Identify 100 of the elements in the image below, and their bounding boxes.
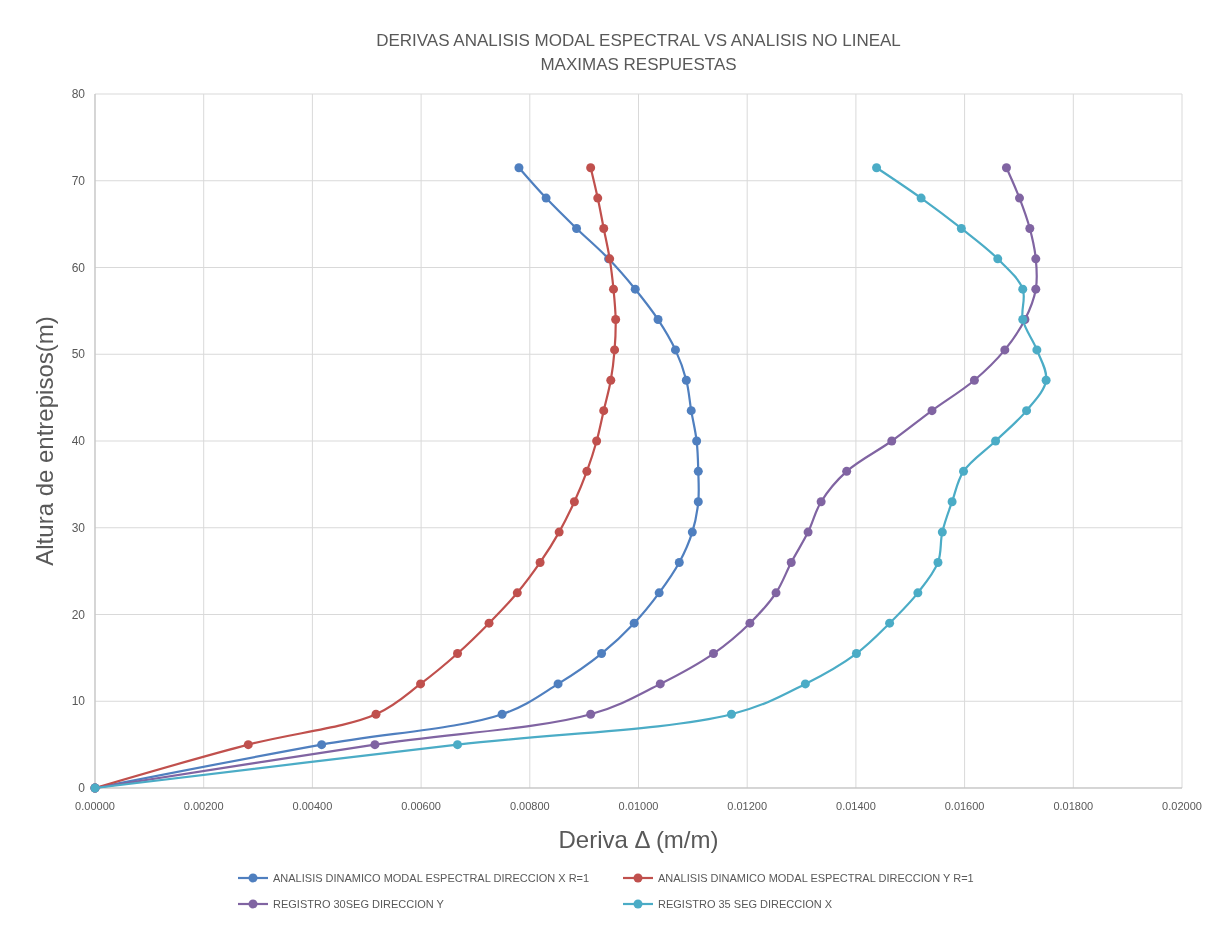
point xyxy=(1001,163,1011,173)
point xyxy=(693,497,703,507)
legend-label: REGISTRO 35 SEG DIRECCION X xyxy=(658,898,833,910)
point xyxy=(1032,345,1042,355)
point xyxy=(610,345,620,355)
point xyxy=(243,740,253,750)
point xyxy=(586,709,596,719)
point xyxy=(1025,223,1035,233)
point xyxy=(655,679,665,689)
point xyxy=(692,436,702,446)
point xyxy=(654,588,664,598)
point xyxy=(599,223,609,233)
point xyxy=(512,588,522,598)
point xyxy=(885,618,895,628)
point xyxy=(569,497,579,507)
point xyxy=(937,527,947,537)
point xyxy=(1018,284,1028,294)
point xyxy=(1000,345,1010,355)
point xyxy=(872,163,882,173)
point xyxy=(681,375,691,385)
point xyxy=(370,740,380,750)
point xyxy=(653,315,663,325)
point xyxy=(991,436,1001,446)
point xyxy=(599,406,609,416)
point xyxy=(956,223,966,233)
y-tick-label: 60 xyxy=(71,260,86,275)
point xyxy=(993,254,1003,264)
point xyxy=(453,740,463,750)
point xyxy=(687,527,697,537)
point xyxy=(959,466,969,476)
x-axis-title: Deriva Δ (m/m) xyxy=(558,826,719,853)
point xyxy=(497,709,507,719)
legend-label: ANALISIS DINAMICO MODAL ESPECTRAL DIRECCION X R=1 xyxy=(273,872,590,884)
point xyxy=(947,497,957,507)
point xyxy=(709,649,718,659)
point xyxy=(670,345,680,355)
point xyxy=(593,193,603,203)
point xyxy=(629,618,639,628)
x-tick-label: 0.01600 xyxy=(944,800,985,812)
x-tick-label: 0.01400 xyxy=(836,800,876,812)
point xyxy=(1031,284,1041,294)
point xyxy=(786,557,796,567)
point xyxy=(453,649,463,659)
point xyxy=(609,284,618,294)
x-tick-label: 0.02000 xyxy=(1162,800,1202,812)
point xyxy=(803,527,813,537)
point xyxy=(726,709,736,719)
point xyxy=(317,740,327,750)
chart-title: DERIVAS ANALISIS MODAL ESPECTRAL VS ANALISIS NO LINEAL xyxy=(376,31,901,50)
point xyxy=(371,709,381,719)
point xyxy=(597,649,607,659)
point xyxy=(541,193,551,203)
point xyxy=(816,497,826,507)
y-tick-label: 50 xyxy=(71,347,86,362)
point xyxy=(693,466,703,476)
y-tick-label: 70 xyxy=(71,173,86,188)
x-tick-label: 0.00800 xyxy=(509,800,550,812)
y-tick-label: 40 xyxy=(71,434,86,448)
y-tick-label: 0 xyxy=(78,781,86,795)
x-tick-label: 0.01200 xyxy=(727,800,768,812)
point xyxy=(913,588,923,598)
point xyxy=(592,436,602,446)
point xyxy=(745,618,755,628)
point xyxy=(969,375,979,385)
point xyxy=(514,163,524,173)
x-tick-label: 0.00000 xyxy=(75,800,115,812)
point xyxy=(553,679,563,689)
point xyxy=(842,466,852,476)
point xyxy=(572,223,582,233)
point xyxy=(851,649,861,659)
x-tick-label: 0.01000 xyxy=(618,800,659,812)
point xyxy=(1014,193,1024,203)
point xyxy=(1031,254,1041,264)
point xyxy=(887,436,897,446)
point xyxy=(582,466,592,476)
x-tick-label: 0.00600 xyxy=(401,800,441,812)
point xyxy=(933,557,943,567)
x-tick-label: 0.00200 xyxy=(183,800,224,812)
point xyxy=(611,315,621,325)
point xyxy=(630,284,640,294)
chart-subtitle: MAXIMAS RESPUESTAS xyxy=(540,55,737,74)
y-tick-label: 30 xyxy=(71,520,86,535)
y-tick-label: 80 xyxy=(71,87,86,101)
y-axis-title: Altura de entrepisos(m) xyxy=(31,316,58,566)
point xyxy=(686,406,696,416)
x-tick-label: 0.00400 xyxy=(292,800,333,812)
legend-label: ANALISIS DINAMICO MODAL ESPECTRAL DIRECCION Y R=1 xyxy=(658,872,974,884)
legend-label: REGISTRO 30SEG DIRECCION Y xyxy=(273,898,445,910)
point xyxy=(484,618,494,628)
point xyxy=(416,679,426,689)
point xyxy=(771,588,781,598)
y-tick-label: 20 xyxy=(71,607,86,622)
point xyxy=(535,557,545,567)
point xyxy=(674,557,684,567)
point xyxy=(1041,375,1051,385)
x-tick-label: 0.01800 xyxy=(1053,800,1094,812)
point xyxy=(586,163,596,173)
y-tick-label: 10 xyxy=(71,694,86,709)
point xyxy=(1022,406,1032,416)
point xyxy=(606,375,616,385)
